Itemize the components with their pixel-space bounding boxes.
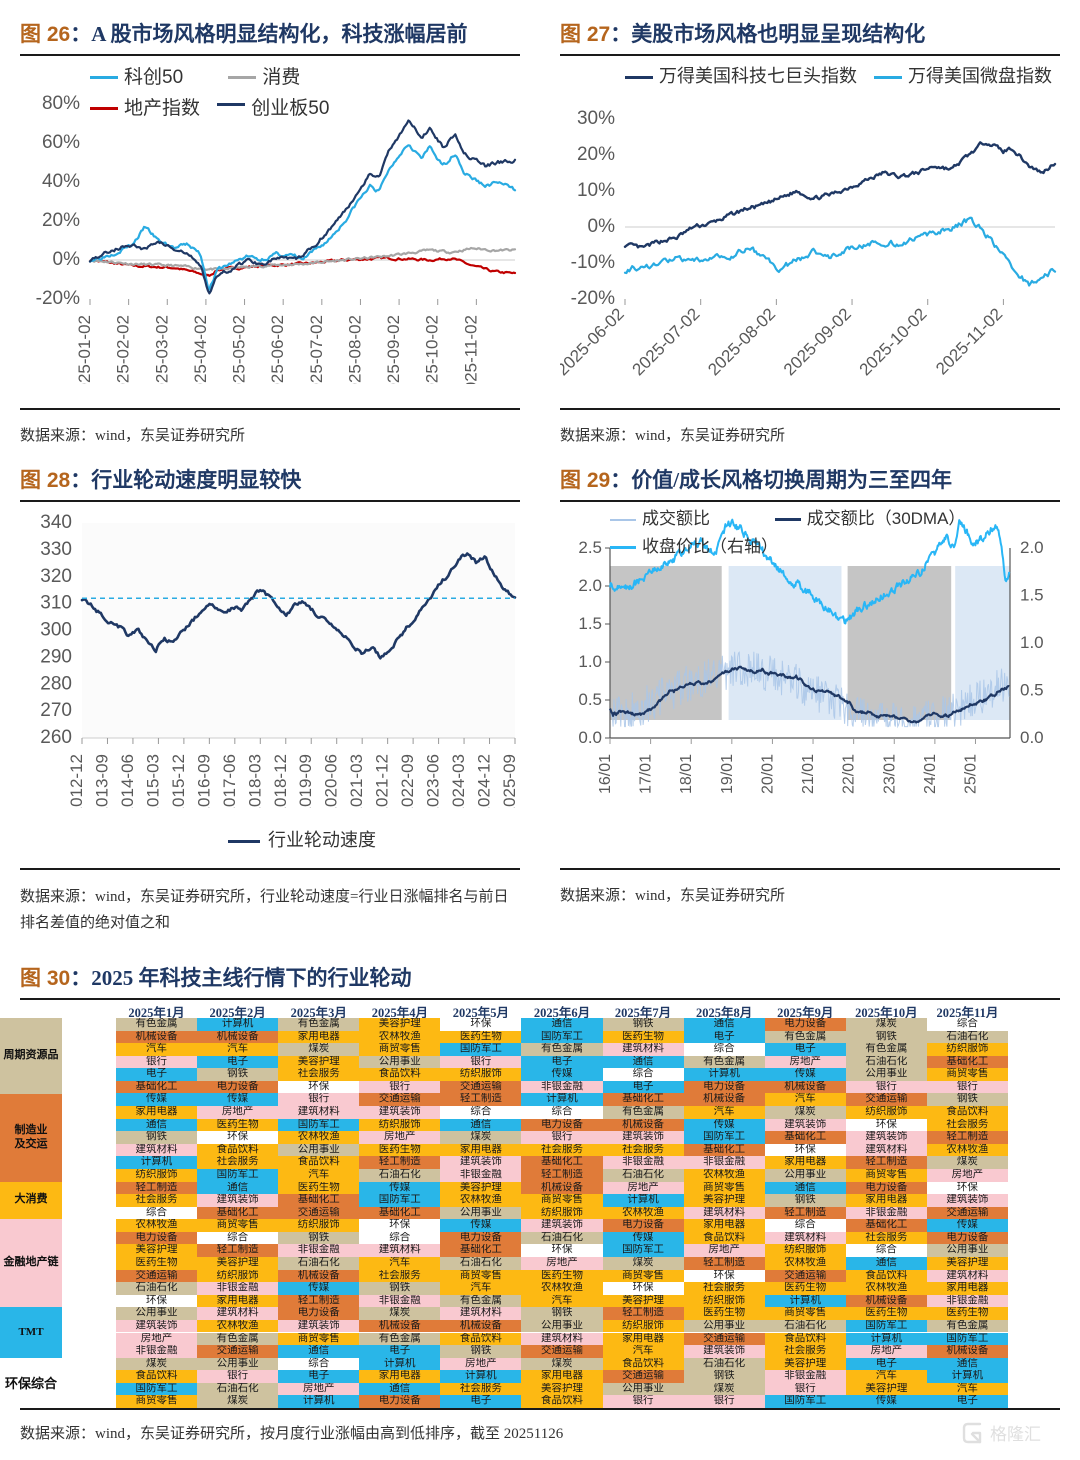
svg-text:2025-07-02: 2025-07-02 [307, 315, 326, 384]
svg-text:2018-03: 2018-03 [245, 754, 264, 808]
svg-text:2025-01-02: 2025-01-02 [75, 315, 94, 384]
svg-text:2017-06: 2017-06 [220, 754, 239, 808]
svg-text:2018-12: 2018-12 [271, 754, 290, 808]
svg-text:80%: 80% [42, 93, 80, 114]
svg-text:2015-03: 2015-03 [143, 754, 162, 808]
svg-text:0.5: 0.5 [1020, 681, 1044, 700]
svg-text:-20%: -20% [571, 288, 615, 309]
svg-text:2025-11-02: 2025-11-02 [461, 315, 480, 384]
svg-text:2025-03-02: 2025-03-02 [152, 315, 171, 384]
svg-text:21/01: 21/01 [800, 754, 817, 794]
svg-text:2014-06: 2014-06 [118, 754, 137, 808]
svg-text:300: 300 [40, 620, 72, 641]
svg-text:2.0: 2.0 [578, 576, 602, 595]
svg-text:2025-07-02: 2025-07-02 [629, 304, 704, 379]
svg-text:2025-08-02: 2025-08-02 [704, 304, 779, 379]
svg-text:-10%: -10% [571, 252, 615, 273]
svg-text:2025-06-02: 2025-06-02 [560, 304, 628, 379]
svg-text:2022-09: 2022-09 [398, 754, 417, 808]
svg-text:280: 280 [40, 673, 72, 694]
svg-text:2025-09-02: 2025-09-02 [780, 304, 855, 379]
svg-text:40%: 40% [42, 171, 80, 192]
svg-text:0.0: 0.0 [578, 728, 602, 747]
svg-text:2019-09: 2019-09 [296, 754, 315, 808]
svg-text:0%: 0% [588, 216, 616, 237]
svg-text:2024-03: 2024-03 [449, 754, 468, 808]
svg-text:2025-09: 2025-09 [500, 754, 519, 808]
svg-text:2025-06-02: 2025-06-02 [268, 315, 287, 384]
svg-text:330: 330 [40, 539, 72, 560]
svg-text:17/01: 17/01 [638, 754, 655, 794]
svg-text:19/01: 19/01 [719, 754, 736, 794]
svg-text:1.5: 1.5 [578, 614, 602, 633]
svg-text:2025-10-02: 2025-10-02 [423, 315, 442, 384]
svg-text:-20%: -20% [36, 288, 80, 309]
svg-text:20/01: 20/01 [759, 754, 776, 794]
svg-text:18/01: 18/01 [678, 754, 695, 794]
svg-text:2021-12: 2021-12 [373, 754, 392, 808]
svg-text:2023-06: 2023-06 [424, 754, 443, 808]
svg-text:2024-12: 2024-12 [475, 754, 494, 808]
svg-text:23/01: 23/01 [881, 754, 898, 794]
svg-text:20%: 20% [577, 144, 615, 165]
svg-text:30%: 30% [577, 108, 615, 129]
svg-text:2016-09: 2016-09 [194, 754, 213, 808]
svg-text:格隆汇: 格隆汇 [990, 1425, 1041, 1444]
svg-text:2025-09-02: 2025-09-02 [384, 315, 403, 384]
svg-text:1.0: 1.0 [578, 652, 602, 671]
svg-text:2025-10-02: 2025-10-02 [856, 304, 931, 379]
svg-text:22/01: 22/01 [841, 754, 858, 794]
svg-text:20%: 20% [42, 210, 80, 231]
svg-text:25/01: 25/01 [962, 754, 979, 794]
svg-text:2013-09: 2013-09 [92, 754, 111, 808]
svg-text:2012-12: 2012-12 [67, 754, 86, 808]
svg-text:0.5: 0.5 [578, 690, 602, 709]
svg-text:1.0: 1.0 [1020, 633, 1044, 652]
svg-text:340: 340 [40, 512, 72, 533]
svg-text:2025-05-02: 2025-05-02 [230, 315, 249, 384]
svg-text:24/01: 24/01 [922, 754, 939, 794]
svg-text:2021-03: 2021-03 [347, 754, 366, 808]
svg-text:290: 290 [40, 646, 72, 667]
svg-text:16/01: 16/01 [597, 754, 614, 794]
svg-text:260: 260 [40, 727, 72, 748]
svg-text:2015-12: 2015-12 [169, 754, 188, 808]
svg-text:10%: 10% [577, 180, 615, 201]
svg-text:0%: 0% [53, 249, 81, 270]
svg-text:0.0: 0.0 [1020, 728, 1044, 747]
svg-text:320: 320 [40, 566, 72, 587]
svg-text:2020-06: 2020-06 [322, 754, 341, 808]
svg-text:2.0: 2.0 [1020, 538, 1044, 557]
svg-text:2025-04-02: 2025-04-02 [191, 315, 210, 384]
svg-text:310: 310 [40, 593, 72, 614]
svg-text:2025-11-02: 2025-11-02 [932, 304, 1006, 378]
svg-text:1.5: 1.5 [1020, 586, 1044, 605]
svg-text:270: 270 [40, 700, 72, 721]
svg-text:2.5: 2.5 [578, 538, 602, 557]
svg-text:2025-08-02: 2025-08-02 [345, 315, 364, 384]
svg-text:60%: 60% [42, 132, 80, 153]
svg-text:2025-02-02: 2025-02-02 [114, 315, 133, 384]
